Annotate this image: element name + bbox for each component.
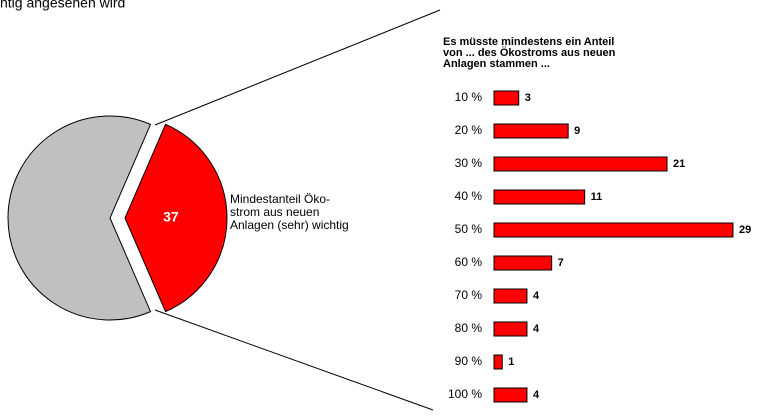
slice-label: 37 xyxy=(163,209,179,225)
bar xyxy=(493,255,553,271)
value-label: 4 xyxy=(533,389,540,401)
category-label: 50 % xyxy=(455,222,483,236)
pie-slice xyxy=(7,115,152,321)
chart-title: Es müsste mindestens ein Anteil xyxy=(443,36,614,48)
bar xyxy=(493,123,569,139)
bar xyxy=(493,90,520,106)
value-label: 21 xyxy=(673,158,685,170)
bar xyxy=(493,387,528,403)
value-label: 1 xyxy=(508,356,514,368)
bar xyxy=(493,189,586,205)
category-label: 10 % xyxy=(455,90,483,104)
value-label: 11 xyxy=(591,191,603,203)
chart-title: von ... des Ökostroms aus neuen xyxy=(443,46,616,59)
value-label: 4 xyxy=(533,290,540,302)
category-label: 20 % xyxy=(455,123,483,137)
category-label: 100 % xyxy=(448,387,482,401)
slice-annotation: Anlagen (sehr) wichtig xyxy=(230,218,349,232)
value-label: 3 xyxy=(525,92,531,104)
category-label: 90 % xyxy=(455,354,483,368)
value-label: 29 xyxy=(739,224,751,236)
slice-annotation: strom aus neuen xyxy=(230,205,319,219)
category-label: 70 % xyxy=(455,288,483,302)
bar xyxy=(493,156,668,172)
connector-line xyxy=(154,9,441,126)
category-label: 60 % xyxy=(455,255,483,269)
category-label: 80 % xyxy=(455,321,483,335)
header-text: htig angesehen wird xyxy=(0,0,125,11)
category-label: 30 % xyxy=(455,156,483,170)
connector-line xyxy=(154,309,434,411)
slice-annotation: Mindestanteil Öko- xyxy=(230,192,330,206)
category-label: 40 % xyxy=(455,189,483,203)
bar xyxy=(493,321,528,337)
bar xyxy=(493,222,734,238)
chart-title: Anlagen stammen ... xyxy=(443,58,550,70)
bar xyxy=(493,354,503,370)
value-label: 9 xyxy=(574,125,580,137)
bar xyxy=(493,288,528,304)
pie-slice xyxy=(124,123,228,313)
value-label: 4 xyxy=(533,323,540,335)
value-label: 7 xyxy=(558,257,564,269)
